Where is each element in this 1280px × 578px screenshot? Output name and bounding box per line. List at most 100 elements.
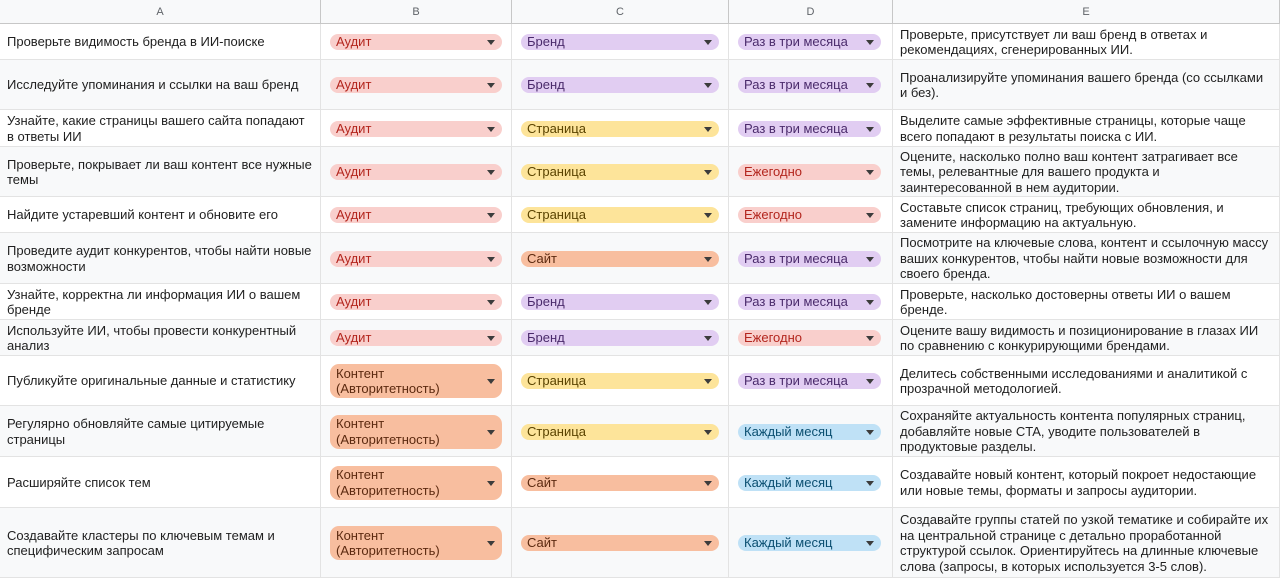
cell-category[interactable]: Аудит	[321, 60, 512, 110]
cell-scope[interactable]: Страница	[512, 110, 729, 147]
dropdown-caret-icon[interactable]	[704, 379, 712, 384]
dropdown-caret-icon[interactable]	[487, 256, 495, 262]
cell-task[interactable]: Исследуйте упоминания и ссылки на ваш бр…	[0, 60, 321, 110]
cell-description[interactable]: Сохраняйте актуальность контента популяр…	[893, 406, 1280, 457]
frequency-dropdown[interactable]: Раз в три месяца	[738, 120, 881, 137]
dropdown-caret-icon[interactable]	[487, 480, 495, 486]
cell-task[interactable]: Регулярно обновляйте самые цитируемые ст…	[0, 406, 321, 457]
dropdown-caret-icon[interactable]	[866, 480, 874, 486]
dropdown-caret-icon[interactable]	[704, 541, 712, 546]
cell-frequency[interactable]: Ежегодно	[729, 320, 893, 356]
dropdown-caret-icon[interactable]	[487, 170, 495, 175]
frequency-dropdown[interactable]: Раз в три месяца	[738, 373, 881, 389]
cell-frequency[interactable]: Раз в три месяца	[729, 356, 893, 406]
cell-frequency[interactable]: Каждый месяц	[729, 406, 893, 457]
category-dropdown[interactable]: Контент (Авторитетность)	[330, 526, 502, 560]
cell-description[interactable]: Проверьте, присутствует ли ваш бренд в о…	[893, 24, 1280, 60]
cell-frequency[interactable]: Раз в три месяца	[729, 284, 893, 320]
cell-category[interactable]: Контент (Авторитетность)	[321, 406, 512, 457]
cell-scope[interactable]: Бренд	[512, 60, 729, 110]
cell-scope[interactable]: Бренд	[512, 320, 729, 356]
category-dropdown[interactable]: Аудит	[330, 250, 502, 267]
cell-frequency[interactable]: Каждый месяц	[729, 457, 893, 508]
cell-description[interactable]: Делитесь собственными исследованиями и а…	[893, 356, 1280, 406]
cell-task[interactable]: Проверьте видимость бренда в ИИ-поиске	[0, 24, 321, 60]
frequency-dropdown[interactable]: Раз в три месяца	[738, 77, 881, 93]
column-header-a[interactable]: A	[0, 0, 321, 24]
category-dropdown[interactable]: Контент (Авторитетность)	[330, 364, 502, 398]
frequency-dropdown[interactable]: Ежегодно	[738, 207, 881, 223]
dropdown-caret-icon[interactable]	[487, 429, 495, 435]
category-dropdown[interactable]: Аудит	[330, 34, 502, 50]
cell-description[interactable]: Составьте список страниц, требующих обно…	[893, 197, 1280, 233]
dropdown-caret-icon[interactable]	[866, 170, 874, 175]
frequency-dropdown[interactable]: Раз в три месяца	[738, 250, 881, 267]
dropdown-caret-icon[interactable]	[866, 83, 874, 88]
cell-scope[interactable]: Сайт	[512, 233, 729, 284]
cell-task[interactable]: Найдите устаревший контент и обновите ег…	[0, 197, 321, 233]
dropdown-caret-icon[interactable]	[866, 213, 874, 218]
dropdown-caret-icon[interactable]	[487, 40, 495, 45]
scope-dropdown[interactable]: Сайт	[521, 474, 719, 491]
cell-task[interactable]: Проверьте, покрывает ли ваш контент все …	[0, 147, 321, 197]
cell-task[interactable]: Используйте ИИ, чтобы провести конкурент…	[0, 320, 321, 356]
cell-category[interactable]: Аудит	[321, 197, 512, 233]
column-header-d[interactable]: D	[729, 0, 893, 24]
dropdown-caret-icon[interactable]	[704, 126, 712, 132]
dropdown-caret-icon[interactable]	[704, 256, 712, 262]
cell-task[interactable]: Узнайте, какие страницы вашего сайта поп…	[0, 110, 321, 147]
dropdown-caret-icon[interactable]	[866, 300, 874, 305]
scope-dropdown[interactable]: Страница	[521, 423, 719, 440]
cell-task[interactable]: Узнайте, корректна ли информация ИИ о ва…	[0, 284, 321, 320]
category-dropdown[interactable]: Аудит	[330, 164, 502, 180]
cell-frequency[interactable]: Ежегодно	[729, 147, 893, 197]
scope-dropdown[interactable]: Бренд	[521, 77, 719, 93]
cell-frequency[interactable]: Каждый месяц	[729, 508, 893, 578]
cell-description[interactable]: Оцените, насколько полно ваш контент зат…	[893, 147, 1280, 197]
cell-frequency[interactable]: Раз в три месяца	[729, 110, 893, 147]
cell-scope[interactable]: Страница	[512, 356, 729, 406]
dropdown-caret-icon[interactable]	[487, 213, 495, 218]
dropdown-caret-icon[interactable]	[866, 40, 874, 45]
cell-category[interactable]: Контент (Авторитетность)	[321, 508, 512, 578]
cell-category[interactable]: Аудит	[321, 233, 512, 284]
cell-frequency[interactable]: Ежегодно	[729, 197, 893, 233]
scope-dropdown[interactable]: Сайт	[521, 250, 719, 267]
dropdown-caret-icon[interactable]	[704, 213, 712, 218]
dropdown-caret-icon[interactable]	[704, 300, 712, 305]
dropdown-caret-icon[interactable]	[866, 256, 874, 262]
category-dropdown[interactable]: Контент (Авторитетность)	[330, 414, 502, 449]
dropdown-caret-icon[interactable]	[704, 83, 712, 88]
cell-scope[interactable]: Бренд	[512, 284, 729, 320]
cell-description[interactable]: Оцените вашу видимость и позиционировани…	[893, 320, 1280, 356]
cell-frequency[interactable]: Раз в три месяца	[729, 60, 893, 110]
frequency-dropdown[interactable]: Каждый месяц	[738, 474, 881, 491]
category-dropdown[interactable]: Аудит	[330, 77, 502, 93]
cell-scope[interactable]: Страница	[512, 197, 729, 233]
cell-description[interactable]: Проанализируйте упоминания вашего бренда…	[893, 60, 1280, 110]
frequency-dropdown[interactable]: Каждый месяц	[738, 535, 881, 551]
cell-category[interactable]: Аудит	[321, 320, 512, 356]
cell-category[interactable]: Контент (Авторитетность)	[321, 457, 512, 508]
scope-dropdown[interactable]: Страница	[521, 120, 719, 137]
cell-frequency[interactable]: Раз в три месяца	[729, 233, 893, 284]
category-dropdown[interactable]: Аудит	[330, 120, 502, 137]
scope-dropdown[interactable]: Бренд	[521, 34, 719, 50]
dropdown-caret-icon[interactable]	[704, 429, 712, 435]
frequency-dropdown[interactable]: Ежегодно	[738, 164, 881, 180]
frequency-dropdown[interactable]: Каждый месяц	[738, 423, 881, 440]
cell-scope[interactable]: Страница	[512, 147, 729, 197]
cell-task[interactable]: Публикуйте оригинальные данные и статист…	[0, 356, 321, 406]
dropdown-caret-icon[interactable]	[487, 300, 495, 305]
column-header-e[interactable]: E	[893, 0, 1280, 24]
cell-scope[interactable]: Сайт	[512, 508, 729, 578]
dropdown-caret-icon[interactable]	[704, 480, 712, 486]
cell-description[interactable]: Проверьте, насколько достоверны ответы И…	[893, 284, 1280, 320]
scope-dropdown[interactable]: Страница	[521, 207, 719, 223]
dropdown-caret-icon[interactable]	[704, 40, 712, 45]
cell-task[interactable]: Создавайте кластеры по ключевым темам и …	[0, 508, 321, 578]
cell-description[interactable]: Выделите самые эффективные страницы, кот…	[893, 110, 1280, 147]
frequency-dropdown[interactable]: Раз в три месяца	[738, 294, 881, 310]
dropdown-caret-icon[interactable]	[487, 126, 495, 132]
scope-dropdown[interactable]: Страница	[521, 373, 719, 389]
